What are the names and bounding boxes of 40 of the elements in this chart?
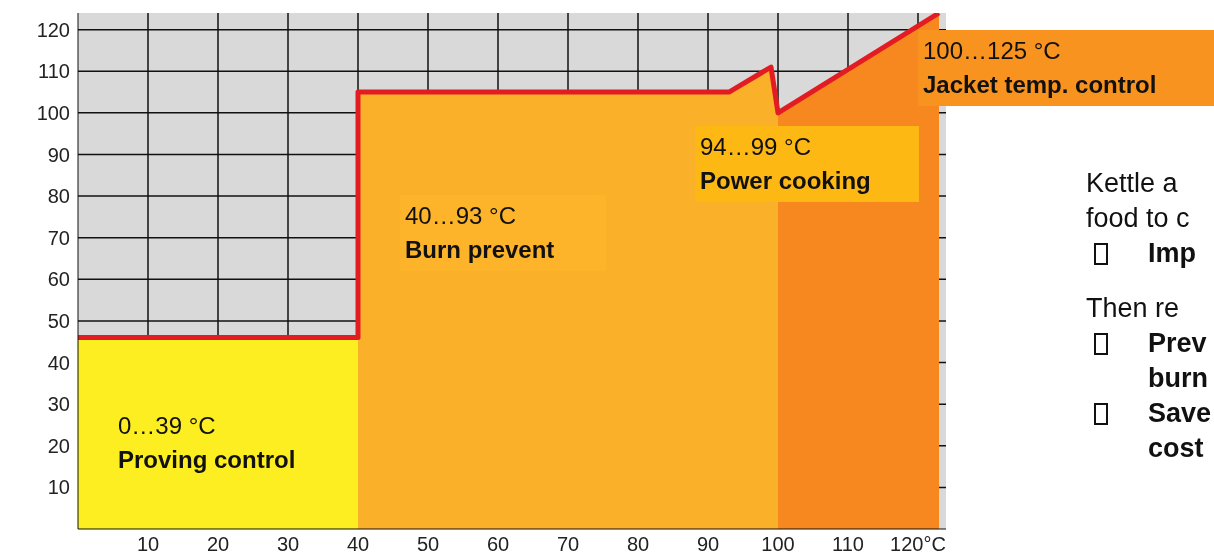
- x-tick-label: 70: [556, 533, 580, 555]
- y-tick-label: 40: [47, 351, 70, 374]
- annotation: 100…125 °C: [923, 36, 1062, 66]
- annotation: 94…99 °C: [700, 132, 812, 162]
- text: burn: [1148, 362, 1208, 395]
- x-tick-label: 110: [832, 533, 864, 555]
- x-tick-label: 20: [206, 533, 230, 555]
- annotation: Proving control: [118, 445, 297, 475]
- text: cost: [1148, 432, 1204, 465]
- text: food to c: [1086, 202, 1190, 235]
- y-tick-label: 80: [47, 185, 70, 208]
- annotation: 40…93 °C: [405, 201, 517, 231]
- text: Save: [1148, 397, 1212, 430]
- x-tick-label: 10: [136, 533, 160, 555]
- annotation: Power cooking: [700, 166, 872, 196]
- y-tick-label: 60: [47, 268, 70, 291]
- y-tick-label: 10: [47, 476, 70, 499]
- text: Imp: [1148, 237, 1197, 270]
- text: Kettle a: [1086, 167, 1178, 200]
- x-tick-label: 90: [696, 533, 720, 555]
- y-tick-label: 120: [36, 18, 70, 41]
- text: Then re: [1086, 292, 1180, 325]
- x-tick-label: 80: [626, 533, 650, 555]
- y-tick-label: 20: [47, 434, 70, 457]
- y-tick-label: 100: [36, 101, 70, 124]
- x-tick-label: 120°C: [890, 533, 946, 555]
- y-tick-label: 30: [47, 393, 70, 416]
- x-tick-label: 60: [486, 533, 510, 555]
- text: Prev: [1148, 327, 1207, 360]
- x-tick-label: 30: [276, 533, 300, 555]
- x-tick-label: 50: [416, 533, 440, 555]
- y-tick-label: 70: [47, 226, 70, 249]
- y-tick-label: 90: [47, 143, 70, 166]
- annotation: Jacket temp. control: [923, 70, 1158, 100]
- y-tick-label: 50: [47, 310, 70, 333]
- x-tick-label: 40: [346, 533, 370, 555]
- y-tick-label: 110: [38, 60, 70, 83]
- x-tick-label: 100: [761, 533, 795, 555]
- annotation: 0…39 °C: [118, 411, 217, 441]
- annotation: Burn prevent: [405, 235, 556, 265]
